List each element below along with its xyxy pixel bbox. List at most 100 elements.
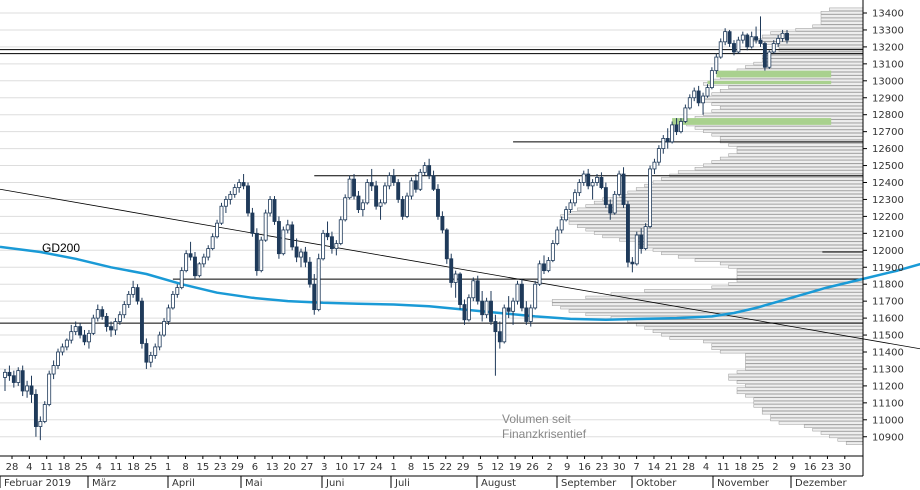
candle-172 [762,41,767,71]
volume-bar-92 [703,129,864,133]
y-tick-label-9: 11800 [872,280,904,291]
candle-body-60 [268,199,273,214]
candle-52 [232,184,237,198]
x-tick-label-27: 5 [477,462,483,473]
volume-bar-49 [736,275,864,279]
volume-bar-46 [711,285,864,289]
candle-body-10 [47,373,52,405]
candle-101 [449,253,454,288]
candle-body-83 [369,182,374,187]
volume-bar-6 [778,421,864,425]
volume-bar-104 [719,89,864,93]
candle-120 [533,280,538,310]
candle-body-159 [705,87,710,97]
candle-42 [188,241,193,261]
candle-body-124 [550,243,555,261]
candle-body-131 [581,173,586,183]
x-tick-label-46: 16 [804,462,817,473]
candle-body-169 [749,36,754,48]
x-tick-label-14: 6 [252,462,258,473]
volume-bar-102 [703,95,864,100]
candle-body-31 [140,300,144,344]
candle-27 [122,301,127,319]
candle-body-73 [325,232,330,238]
candle-body-145 [643,226,648,250]
volume-bar-120 [761,34,864,39]
candle-110 [489,290,493,325]
y-tick-label-12: 12100 [872,229,904,240]
candle-62 [276,216,281,259]
candle-body-45 [201,256,206,265]
candle-body-149 [661,138,666,149]
month-label-1: März [92,478,116,489]
y-tick-label-22: 13100 [872,59,904,70]
candle-body-144 [639,234,644,250]
candle-body-103 [458,273,463,305]
candle-108 [480,290,485,322]
x-tick-label-2: 11 [40,462,53,473]
y-tick-label-1: 11000 [872,415,904,426]
candle-90 [400,196,405,220]
candle-body-37 [166,307,171,322]
candle-body-79 [352,178,356,197]
volume-bar-90 [719,136,864,140]
volume-bar-31 [669,336,864,340]
x-tick-label-43: 25 [752,462,765,473]
y-tick-label-4: 11300 [872,364,904,375]
volume-bar-122 [795,28,864,32]
x-tick-label-47: 23 [821,462,834,473]
x-tick-label-33: 16 [578,462,591,473]
x-tick-label-7: 18 [127,462,140,473]
candle-body-136 [603,187,608,205]
volume-bar-14 [745,394,864,398]
candle-37 [166,304,171,325]
candle-body-107 [475,280,480,302]
candle-body-118 [524,307,529,322]
candle-53 [237,179,242,193]
x-tick-label-39: 28 [682,462,695,473]
candle-119 [528,304,533,327]
candle-body-70 [312,283,317,311]
candle-body-21 [95,309,100,319]
candle-body-34 [153,346,158,356]
candle-136 [603,182,608,208]
candle-111 [493,314,498,376]
volume-bar-42 [551,299,864,303]
y-tick-label-21: 13000 [872,76,904,87]
candle-95 [422,162,427,176]
candle-145 [643,223,648,251]
candle-164 [727,29,732,47]
candle-127 [564,206,569,222]
candle-162 [718,38,723,59]
candle-81 [360,199,365,217]
volume-bar-78 [661,177,864,181]
candle-body-69 [307,261,312,285]
candle-body-101 [449,258,454,283]
candle-body-29 [131,287,136,295]
candle-body-116 [515,283,520,302]
candle-body-142 [630,261,635,265]
x-tick-label-21: 24 [370,462,383,473]
candle-76 [338,216,343,246]
candle-body-40 [179,270,184,288]
volume-bar-58 [644,244,864,249]
volume-bar-19 [728,377,864,381]
candle-107 [475,275,480,305]
volume-bar-124 [820,21,864,25]
candle-body-91 [405,195,409,217]
y-tick-label-3: 11200 [872,381,904,392]
volume-bar-60 [619,238,864,242]
candle-44 [197,262,202,278]
volume-bar-97 [703,112,864,117]
candle-34 [153,343,158,359]
candle-84 [374,180,379,210]
volume-bar-4 [812,428,864,432]
x-tick-label-34: 23 [596,462,609,473]
volume-bar-10 [761,407,864,411]
candle-body-154 [683,107,688,122]
candle-56 [250,207,255,237]
x-tick-label-20: 17 [353,462,366,473]
month-label-10: Dezember [795,478,847,489]
candle-body-86 [383,185,387,204]
candle-130 [577,179,582,197]
